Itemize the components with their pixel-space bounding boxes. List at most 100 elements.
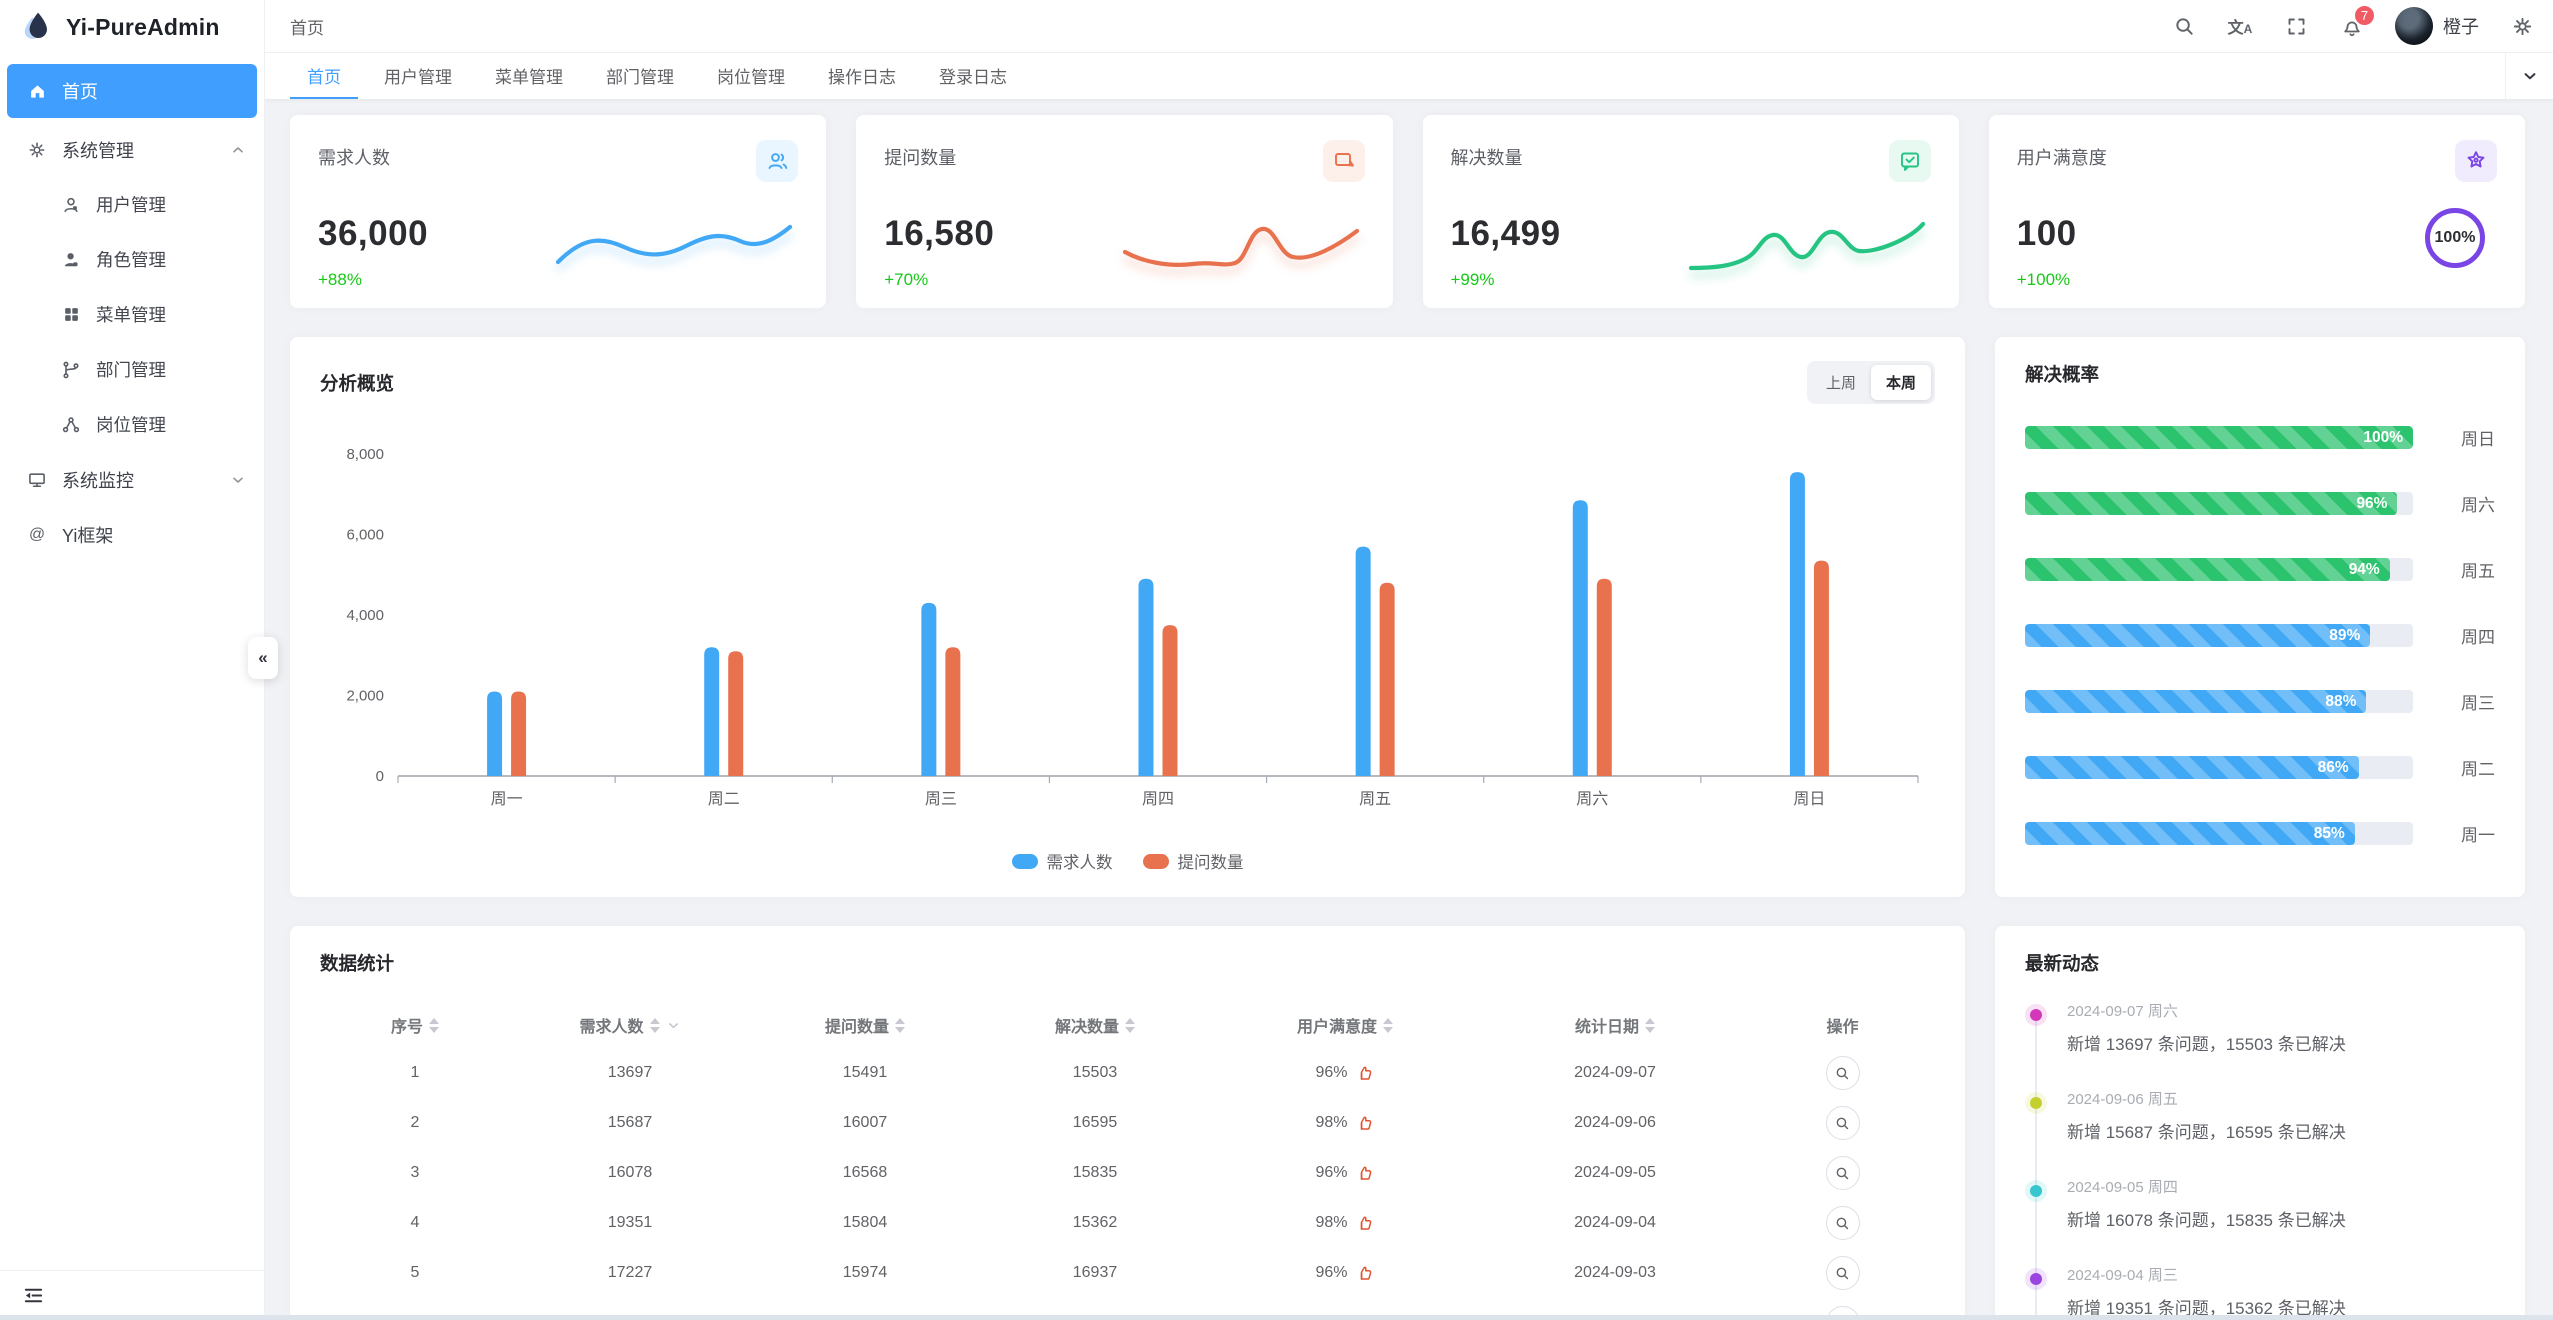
- progress-fill: 85%: [2025, 822, 2355, 845]
- progress-track: 94%: [2025, 558, 2413, 581]
- thumbs-up-icon: [1356, 1214, 1375, 1233]
- sidebar-item-dept-management[interactable]: 部门管理: [0, 342, 264, 397]
- progress-fill: 86%: [2025, 756, 2359, 779]
- table-body: 1 13697 15491 15503 96% 2024-09-07 2 156…: [320, 1048, 1935, 1320]
- solve-probability-row: 86% 周二: [2025, 755, 2495, 780]
- tab-dept-management[interactable]: 部门管理: [589, 53, 691, 99]
- progress-day-label: 周一: [2461, 826, 2495, 845]
- column-label: 用户满意度: [1296, 1019, 1377, 1036]
- sidebar-item-system-monitor[interactable]: 系统监控: [0, 452, 264, 507]
- stat-cards-row: 需求人数 36,000 +88% 提问数量 16,580 +70% 解决数量 1…: [290, 115, 2525, 308]
- row-view-button[interactable]: [1825, 1206, 1860, 1240]
- timeline-dot: [2025, 1004, 2047, 1026]
- sidebar-item-menu-management[interactable]: 菜单管理: [0, 287, 264, 342]
- menu-fold-icon[interactable]: [22, 1284, 45, 1307]
- table-row: 4 19351 15804 15362 98% 2024-09-04: [320, 1198, 1935, 1248]
- sidebar-item-home[interactable]: 首页: [7, 64, 257, 118]
- column-label: 序号: [390, 1019, 423, 1036]
- table-column-header-2[interactable]: 需求人数: [510, 1013, 750, 1037]
- notification-badge: 7: [2353, 4, 2376, 27]
- cell-require: 16078: [607, 1164, 653, 1181]
- tabs-dropdown-button[interactable]: [2505, 53, 2553, 99]
- sort-carets-icon[interactable]: [1125, 1017, 1135, 1033]
- cell-date: 2024-09-05: [1574, 1164, 1656, 1181]
- sidebar-item-label: 岗位管理: [96, 415, 166, 435]
- sort-carets-icon[interactable]: [429, 1017, 439, 1033]
- users-icon: [756, 140, 799, 182]
- table-column-header-6[interactable]: 统计日期: [1480, 1013, 1750, 1037]
- cell-resolve: 15503: [1072, 1064, 1118, 1081]
- cell-index: 3: [410, 1164, 420, 1181]
- this-week-button[interactable]: 本周: [1870, 365, 1931, 400]
- table-column-header-5[interactable]: 用户满意度: [1210, 1013, 1480, 1037]
- progress-percent: 86%: [2317, 758, 2349, 776]
- tab-operation-log[interactable]: 操作日志: [811, 53, 913, 99]
- progress-day-label: 周三: [2461, 694, 2495, 713]
- cell-resolve: 15835: [1072, 1164, 1118, 1181]
- legend-item-require[interactable]: 需求人数: [1011, 849, 1113, 873]
- sort-carets-icon[interactable]: [649, 1017, 660, 1033]
- progress-percent: 100%: [2363, 428, 2403, 446]
- thumbs-up-icon: [1356, 1264, 1375, 1283]
- column-label: 需求人数: [579, 1019, 644, 1036]
- sidebar-item-post-management[interactable]: 岗位管理: [0, 397, 264, 452]
- progress-track: 89%: [2025, 624, 2413, 647]
- row-view-button[interactable]: [1825, 1256, 1860, 1290]
- cell-question: 15974: [842, 1264, 888, 1281]
- progress-fill: 100%: [2025, 426, 2413, 449]
- table-column-header-1[interactable]: 序号: [320, 1013, 510, 1037]
- notification-bell-icon[interactable]: 7: [2339, 4, 2376, 39]
- progress-fill: 94%: [2025, 558, 2390, 581]
- tab-login-log[interactable]: 登录日志: [922, 53, 1024, 99]
- translate-icon[interactable]: 文A: [2227, 20, 2253, 37]
- svg-text:周日: 周日: [1793, 791, 1825, 808]
- legend-label: 需求人数: [1046, 854, 1113, 872]
- row-view-button[interactable]: [1825, 1156, 1860, 1190]
- sort-carets-icon[interactable]: [1383, 1017, 1393, 1033]
- solve-probability-row: 100% 周日: [2025, 425, 2495, 450]
- sidebar-item-label: 部门管理: [96, 360, 166, 380]
- sidebar-item-system-management[interactable]: 系统管理: [0, 122, 264, 177]
- tab-user-management[interactable]: 用户管理: [367, 53, 469, 99]
- logo[interactable]: Yi-PureAdmin: [0, 0, 264, 54]
- fullscreen-icon[interactable]: [2283, 13, 2309, 39]
- solve-probability-title: 解决概率: [2025, 364, 2100, 385]
- horizontal-scrollbar[interactable]: [0, 1315, 2553, 1320]
- row-view-button[interactable]: [1825, 1056, 1860, 1090]
- tab-menu-management[interactable]: 菜单管理: [478, 53, 580, 99]
- chevron-up-icon: [230, 142, 246, 158]
- tab-label: 首页: [307, 67, 341, 87]
- table-column-header-4[interactable]: 解决数量: [980, 1013, 1210, 1037]
- stat-card-4: 用户满意度 100 +100% 100%: [1988, 115, 2525, 308]
- solve-probability-list: 100% 周日 96% 周六 94% 周五 89% 周四: [2025, 425, 2495, 846]
- row-view-button[interactable]: [1825, 1106, 1860, 1140]
- legend-item-question[interactable]: 提问数量: [1142, 849, 1244, 873]
- tab-post-management[interactable]: 岗位管理: [700, 53, 802, 99]
- monitor-icon: [26, 469, 48, 491]
- grid-icon: [60, 304, 82, 326]
- stat-card-value: 100: [2016, 214, 2077, 253]
- table-column-header-3[interactable]: 提问数量: [750, 1013, 980, 1037]
- tab-label: 菜单管理: [495, 67, 563, 87]
- cell-question: 16007: [842, 1114, 888, 1131]
- search-icon[interactable]: [2171, 13, 2197, 39]
- sidebar-item-yi-framework[interactable]: @ Yi框架: [0, 507, 264, 562]
- sort-carets-icon[interactable]: [1645, 1017, 1655, 1033]
- filter-chevron-icon[interactable]: [666, 1018, 681, 1033]
- sidebar-item-label: 菜单管理: [96, 305, 166, 325]
- tab-label: 登录日志: [939, 67, 1007, 87]
- sort-carets-icon[interactable]: [895, 1017, 905, 1033]
- settings-gear-icon[interactable]: [2509, 13, 2535, 39]
- data-statistics-title: 数据统计: [320, 953, 395, 974]
- sidebar-item-user-management[interactable]: 用户管理: [0, 177, 264, 232]
- sidebar-item-role-management[interactable]: 角色管理: [0, 232, 264, 287]
- cell-question: 15491: [842, 1064, 888, 1081]
- tab-home[interactable]: 首页: [290, 53, 358, 99]
- sidebar-item-label: 用户管理: [96, 195, 166, 215]
- message-check-icon: [1888, 140, 1931, 182]
- user-menu[interactable]: 橙子: [2395, 7, 2479, 45]
- sidebar-collapse-handle[interactable]: «: [248, 637, 278, 679]
- last-week-button[interactable]: 上周: [1811, 365, 1871, 400]
- cell-require: 13697: [607, 1064, 653, 1081]
- progress-track: 88%: [2025, 690, 2413, 713]
